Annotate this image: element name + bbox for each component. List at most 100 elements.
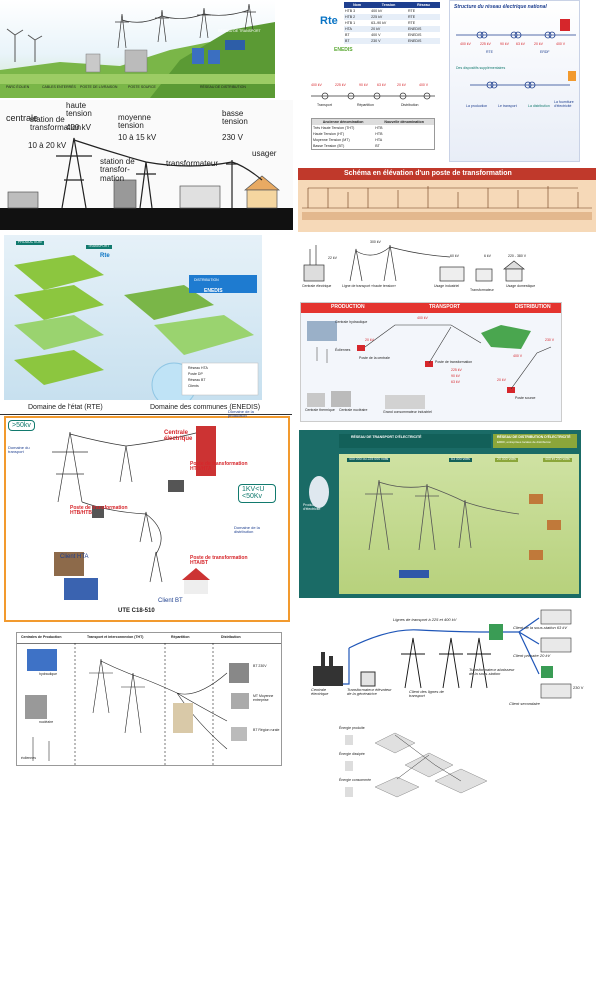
ptd-90kv: 90 kV: [451, 374, 460, 378]
enedis-logo: ENEDIS: [334, 47, 353, 53]
label-230v: 230 V: [222, 133, 243, 142]
ptd-20kv-b: 20 kV: [497, 378, 506, 382]
stage-supply: La fourniture d'électricité: [554, 100, 574, 108]
ptd-63kv: 63 kV: [451, 380, 460, 384]
label-transformer: transformateur: [166, 159, 219, 168]
ic-60kv: 60 kV: [450, 254, 459, 258]
label-medium-voltage: moyenne tension: [118, 113, 151, 131]
structure-title: Structure du réseau électrique national: [454, 4, 547, 10]
td-distribution-sub: ERDF, entreprises locales de distributio…: [497, 440, 552, 444]
tl-230v: 230 V: [573, 685, 584, 690]
legend-dp: Poste DP: [188, 372, 203, 376]
htb-htb-station: Poste de transformation HTB/HTB: [70, 505, 128, 517]
panel-energy-flow: Énergie produite Énergie dissipée Énergi…: [335, 725, 497, 817]
label-400kv: 400 kV: [66, 123, 91, 132]
ute-c18-510: UTE C18-510: [118, 608, 155, 614]
ic-line: Ligne de transport «haute tension»: [342, 284, 397, 288]
table-row: BT 230 V ENEDIS: [344, 38, 440, 44]
label-low-voltage: basse tension: [222, 109, 248, 127]
label-transport-network: RÉSEAU DE TRANSPORT: [218, 29, 261, 33]
td-v2: 63 000 volts: [449, 457, 472, 462]
col-network: Réseau: [417, 3, 430, 7]
bw-h-distribution: Distribution: [221, 635, 241, 639]
panel-industrial-chain: 22 kV 300 kV 60 kV 6 kV 220 - 380 V Cent…: [300, 235, 538, 295]
panel-enedis-infographic: PRODUCTION TRANSPORT DISTRIBUTION ENEDIS…: [4, 235, 262, 400]
d-63: 63 kV: [377, 83, 386, 87]
panel-national-structure: Structure du réseau électrique national …: [449, 0, 580, 162]
d-distribution: Distribution: [401, 103, 419, 107]
bw-h-transport: Transport et interconnexion (THT): [87, 635, 144, 639]
table-row: HTA 20 kV ENEDIS: [344, 26, 440, 32]
table-row: HTB 2 225 kV RTE: [344, 14, 440, 20]
ptd-nuclear: Centrale nucléaire: [339, 408, 368, 412]
bw-wind: éoliennes: [21, 756, 36, 760]
panel-domains: Domaine de l'état (RTE) Domaine des comm…: [0, 402, 292, 624]
tl-plant: Centrale électrique: [311, 687, 329, 697]
label-buried-cables: CABLES ENTERRÉS: [42, 85, 76, 89]
tl-secondary-client: Client secondaire: [509, 701, 540, 706]
td-header-right: [493, 434, 577, 448]
label-high-voltage: haute tension: [66, 101, 92, 119]
ptd-230v: 230 V: [545, 338, 555, 342]
ic-industrial: Usage industriel: [434, 284, 460, 288]
ptd-industrial: Grand consommateur industriel: [383, 410, 432, 414]
table-row: BT 400 V ENEDIS: [345, 33, 422, 37]
domain-transport: Domaine du transport: [8, 445, 30, 455]
label-distribution-network: RÉSEAU DE DISTRIBUTION: [200, 85, 246, 89]
bw-bt-230: BT 230V: [253, 664, 267, 668]
tl-substation-client: Client de la sous-station 63 kV: [513, 625, 568, 630]
td-body: [339, 454, 579, 594]
legend-hta: Réseau HTA: [188, 366, 208, 370]
domain-rte: Domaine de l'état (RTE): [28, 404, 103, 411]
v63: 63 kV: [516, 42, 525, 46]
badge-1kv-50kv: 1KV<U <50Kv: [238, 484, 276, 503]
v225: 225 kV: [480, 42, 491, 46]
table-row: HTB 1 63–90 kV RTE: [345, 21, 416, 25]
ic-22kv: 22 kV: [328, 256, 337, 260]
denomination-table: Ancienne dénomination Nouvelle dénominati…: [311, 118, 435, 150]
ic-6kv: 6 kV: [484, 254, 492, 258]
extra-devices: Des dispositifs supplémentaires: [456, 66, 506, 70]
td-production-label: Production d'électricité: [303, 503, 321, 511]
stage-transport: Le transport: [498, 104, 517, 108]
ic-transformer: Transformateur: [470, 288, 494, 292]
power-plant: Centrale électrique: [164, 430, 193, 443]
header-production: [301, 303, 387, 313]
td-distribution-title: RÉSEAU DE DISTRIBUTION D'ÉLECTRICITÉ: [497, 435, 571, 439]
bw-h-repartition: Répartition: [171, 635, 190, 639]
tl-primary-client: Client primaire 20 kV: [513, 653, 551, 658]
panel-denominations: 400 kV 225 kV 90 kV 63 kV 20 kV 400 V Tr…: [305, 78, 442, 168]
client-hta: Client HTA: [60, 554, 89, 560]
panel-production-transport-distribution: PRODUCTION TRANSPORT DISTRIBUTION Centra…: [300, 302, 562, 422]
ptd-wind: Éoliennes: [335, 348, 351, 352]
elevation-title: Schéma en élévation d'un poste de transf…: [344, 170, 512, 177]
domain-distribution: Domaine de la distribution: [234, 525, 260, 535]
v400v: 400 V: [556, 42, 566, 46]
bw-nuclear: nucléaire: [39, 720, 54, 724]
tl-lines: Lignes de transport à 225 et 400 kV: [393, 617, 457, 622]
stage-distribution: La distribution: [528, 104, 550, 108]
rte-logo-small: Rte: [100, 253, 110, 259]
tl-line-client: Client des lignes de transport: [409, 689, 444, 699]
elevation-title-bar: [298, 168, 596, 180]
d-400v: 400 V: [419, 83, 429, 87]
v20: 20 kV: [534, 42, 543, 46]
ptd-production: PRODUCTION: [331, 304, 365, 310]
rte-logo: Rte: [320, 15, 338, 27]
bw-h-production: Centrales de Production: [21, 635, 62, 639]
ptd-225kv: 225 kV: [451, 368, 462, 372]
panel-transport-distribution: RÉSEAU DE TRANSPORT D'ÉLECTRICITÉ RÉSEAU…: [299, 430, 581, 598]
enedis-distribution: DISTRIBUTION: [194, 278, 219, 282]
bw-mt: MT Moyenne entreprise: [253, 694, 274, 702]
ptd-20kv-a: 20 kV: [365, 338, 374, 342]
badge-over-50kv: >50kv: [8, 420, 35, 432]
label-10-15kv: 10 à 15 kV: [118, 133, 157, 142]
header-transport: [387, 303, 497, 313]
ptd-hydro: Centrale hydraulique: [335, 320, 368, 324]
panel-production-bw: Centrales de Production Transport et int…: [16, 632, 282, 766]
table-row: Haute Tension (HT) HTB: [313, 132, 383, 136]
domain-enedis: Domaine des communes (ENEDIS): [150, 404, 261, 411]
ic-220v: 220 - 380 V: [508, 254, 527, 258]
td-transport-title: RÉSEAU DE TRANSPORT D'ÉLECTRICITÉ: [351, 435, 422, 439]
panel-voltage-table: Rte ENEDIS Nom Tension Réseau HTB 3 400 k…: [316, 0, 440, 68]
